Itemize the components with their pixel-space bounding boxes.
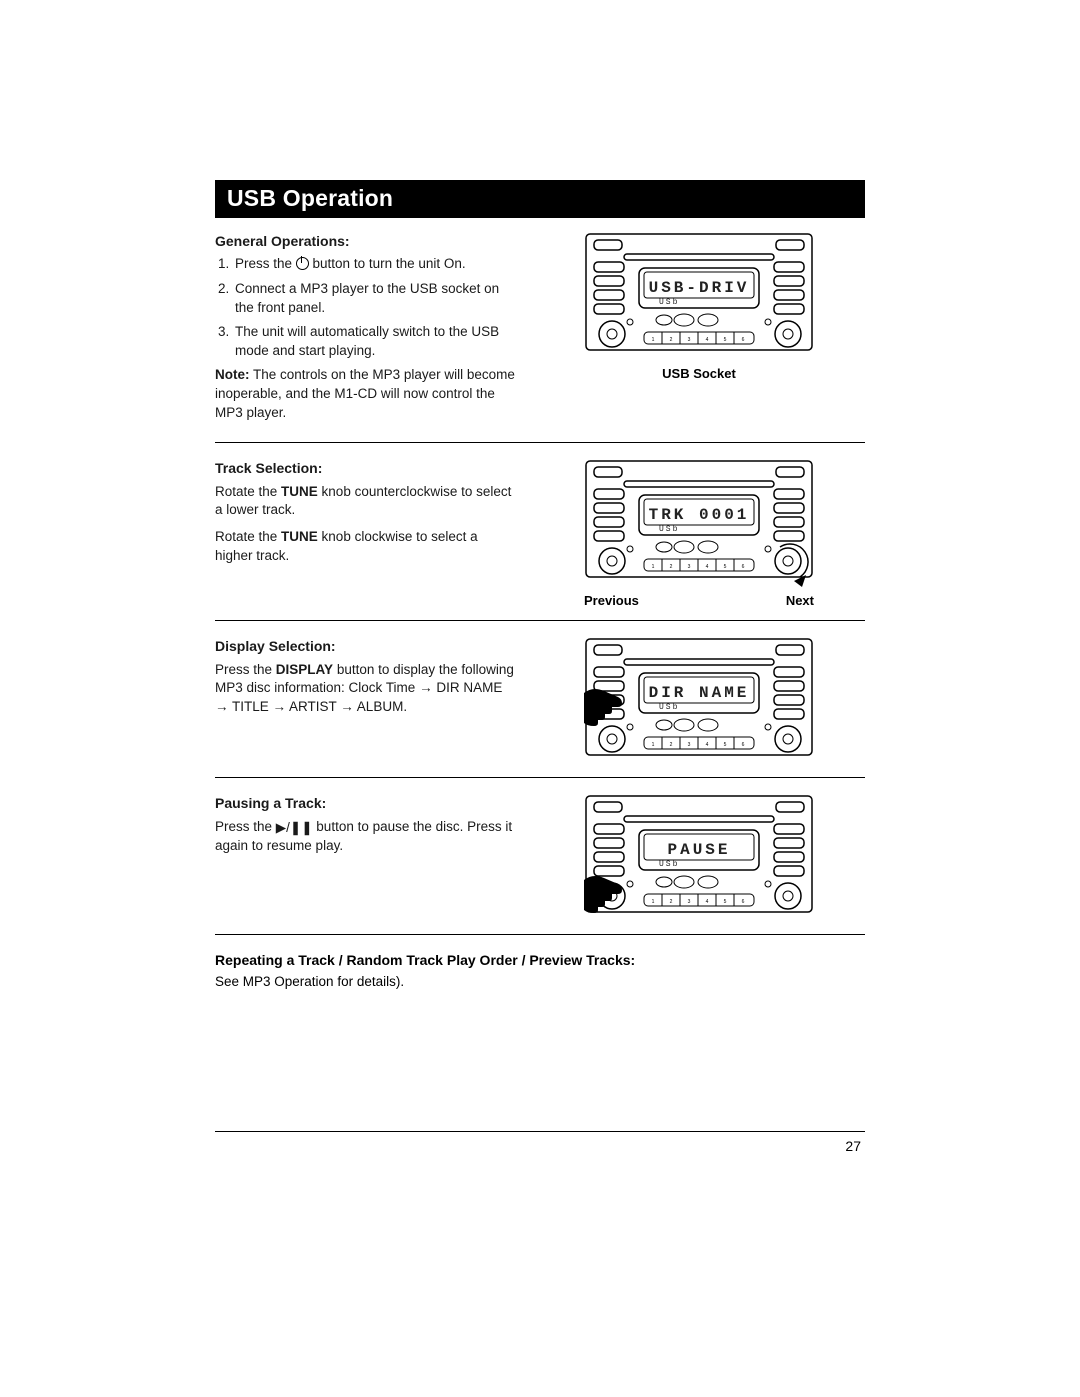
lcd-main-text: TRK 0001 bbox=[649, 506, 750, 524]
lcd-sub-text: USb bbox=[659, 703, 679, 712]
txt: Press the bbox=[215, 819, 276, 834]
display-figure: DIR NAME USb bbox=[533, 637, 865, 765]
section-divider bbox=[215, 442, 865, 443]
txt: ALBUM. bbox=[354, 699, 407, 714]
footer-rule bbox=[215, 1131, 865, 1132]
general-figure: USB-DRIV USb USB Socket bbox=[533, 232, 865, 381]
lcd-main-text: USB-DRIV bbox=[649, 279, 750, 297]
pause-figure: PAUSE USb bbox=[533, 794, 865, 922]
radio-unit-diagram: DIR NAME USb bbox=[584, 637, 814, 765]
txt: DIR NAME bbox=[433, 680, 503, 695]
section-divider bbox=[215, 934, 865, 935]
track-heading: Track Selection: bbox=[215, 459, 515, 478]
section-divider bbox=[215, 777, 865, 778]
track-p2: Rotate the TUNE knob clockwise to select… bbox=[215, 528, 515, 565]
play-pause-icon: ▶/❚❚ bbox=[276, 819, 313, 838]
note-label: Note: bbox=[215, 367, 250, 382]
txt: Rotate the bbox=[215, 529, 281, 544]
arrow-icon: → bbox=[340, 699, 354, 714]
radio-unit-diagram: TRK 0001 USb bbox=[584, 459, 814, 587]
general-step-2: Connect a MP3 player to the USB socket o… bbox=[233, 280, 515, 317]
pause-heading: Pausing a Track: bbox=[215, 794, 515, 813]
section-repeat: Repeating a Track / Random Track Play Or… bbox=[215, 951, 865, 991]
arrow-icon: → bbox=[419, 680, 433, 695]
section-title-bar: USB Operation bbox=[215, 180, 865, 218]
display-text: Display Selection: Press the DISPLAY but… bbox=[215, 637, 515, 724]
caption-next: Next bbox=[786, 593, 814, 608]
lcd-sub-text: USb bbox=[659, 525, 679, 534]
radio-unit-diagram: USB-DRIV USb bbox=[584, 232, 814, 360]
general-heading: General Operations: bbox=[215, 232, 515, 251]
display-p: Press the DISPLAY button to display the … bbox=[215, 661, 515, 717]
section-divider bbox=[215, 620, 865, 621]
repeat-heading: Repeating a Track / Random Track Play Or… bbox=[215, 951, 865, 970]
lcd-sub-text: USb bbox=[659, 298, 679, 307]
txt: Press the bbox=[215, 662, 276, 677]
step-text: button to turn the unit On. bbox=[309, 256, 466, 271]
general-text: General Operations: Press the button to … bbox=[215, 232, 515, 430]
arrow-icon: → bbox=[273, 699, 287, 714]
track-figure: TRK 0001 USb Previous Next bbox=[533, 459, 865, 608]
txt: Rotate the bbox=[215, 484, 281, 499]
txt-bold: TUNE bbox=[281, 529, 318, 544]
general-step-3: The unit will automatically switch to th… bbox=[233, 323, 515, 360]
caption-previous: Previous bbox=[584, 593, 639, 608]
repeat-body: See MP3 Operation for details). bbox=[215, 973, 865, 992]
general-step-1: Press the button to turn the unit On. bbox=[233, 255, 515, 274]
figure-caption: USB Socket bbox=[662, 366, 736, 381]
pause-p: Press the ▶/❚❚ button to pause the disc.… bbox=[215, 818, 515, 856]
lcd-main-text: DIR NAME bbox=[649, 684, 750, 702]
pause-text: Pausing a Track: Press the ▶/❚❚ button t… bbox=[215, 794, 515, 864]
section-pause: Pausing a Track: Press the ▶/❚❚ button t… bbox=[215, 794, 865, 922]
txt-bold: TUNE bbox=[281, 484, 318, 499]
arrow-icon: → bbox=[215, 699, 229, 714]
txt: ARTIST bbox=[286, 699, 340, 714]
txt-bold: DISPLAY bbox=[276, 662, 333, 677]
track-p1: Rotate the TUNE knob counterclockwise to… bbox=[215, 483, 515, 520]
figure-caption-row: Previous Next bbox=[584, 593, 814, 608]
lcd-sub-text: USb bbox=[659, 860, 679, 869]
txt: TITLE bbox=[229, 699, 273, 714]
display-heading: Display Selection: bbox=[215, 637, 515, 656]
note-body: The controls on the MP3 player will beco… bbox=[215, 367, 515, 419]
lcd-main-text: PAUSE bbox=[667, 841, 730, 859]
power-icon bbox=[296, 257, 309, 270]
page-number: 27 bbox=[215, 1138, 865, 1154]
track-text: Track Selection: Rotate the TUNE knob co… bbox=[215, 459, 515, 573]
section-general: General Operations: Press the button to … bbox=[215, 232, 865, 430]
general-note: Note: The controls on the MP3 player wil… bbox=[215, 366, 515, 422]
section-display: Display Selection: Press the DISPLAY but… bbox=[215, 637, 865, 765]
general-steps: Press the button to turn the unit On. Co… bbox=[215, 255, 515, 360]
radio-unit-diagram: PAUSE USb bbox=[584, 794, 814, 922]
step-text: Press the bbox=[235, 256, 296, 271]
section-track: Track Selection: Rotate the TUNE knob co… bbox=[215, 459, 865, 608]
manual-page: USB Operation General Operations: Press … bbox=[0, 0, 1080, 1397]
